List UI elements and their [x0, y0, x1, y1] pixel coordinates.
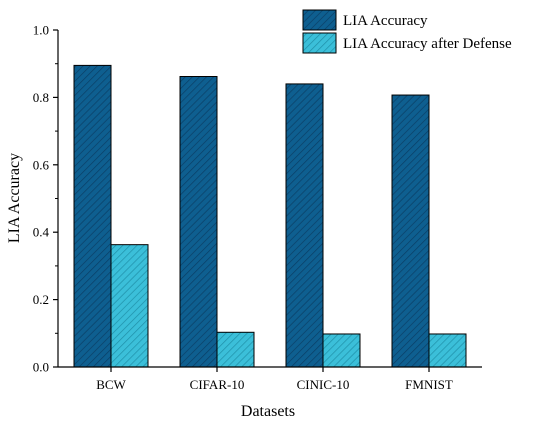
bar-lia-accuracy-bcw — [73, 64, 112, 368]
y-tick-label: 0.4 — [33, 225, 50, 240]
x-tick-label-fmnist: FMNIST — [405, 377, 453, 392]
bar-lia-accuracy-after-defense-bcw — [110, 244, 149, 368]
bar-lia-accuracy-cifar-10 — [179, 76, 218, 368]
bar-lia-accuracy-after-defense-fmnist — [428, 333, 467, 368]
legend-swatch-lia-accuracy-after-defense — [302, 32, 337, 54]
bar-lia-accuracy-cinic-10 — [285, 83, 324, 368]
legend-label-lia-accuracy: LIA Accuracy — [343, 13, 428, 29]
x-tick-label-bcw: BCW — [96, 377, 126, 392]
bars-group — [73, 64, 467, 368]
x-ticks: BCW CIFAR-10 CINIC-10 FMNIST — [96, 367, 453, 392]
y-ticks: 0.0 0.2 0.4 0.6 0.8 1.0 — [33, 23, 58, 375]
legend: LIA Accuracy LIA Accuracy after Defense — [302, 9, 512, 54]
x-tick-label-cinic-10: CINIC-10 — [297, 377, 350, 392]
y-tick-label: 0.0 — [33, 360, 49, 375]
y-tick-label: 0.2 — [33, 292, 49, 307]
legend-swatch-lia-accuracy — [302, 9, 337, 31]
y-axis-title: LIA Accuracy — [6, 153, 23, 243]
y-tick-label: 0.6 — [33, 157, 50, 172]
y-tick-label: 1.0 — [33, 23, 49, 38]
bar-lia-accuracy-after-defense-cinic-10 — [322, 333, 361, 368]
legend-label-lia-accuracy-after-defense: LIA Accuracy after Defense — [343, 36, 512, 52]
bar-lia-accuracy-after-defense-cifar-10 — [216, 331, 255, 368]
x-axis-title: Datasets — [241, 403, 295, 420]
y-tick-label: 0.8 — [33, 90, 49, 105]
x-tick-label-cifar-10: CIFAR-10 — [190, 377, 245, 392]
bar-lia-accuracy-fmnist — [391, 94, 430, 368]
